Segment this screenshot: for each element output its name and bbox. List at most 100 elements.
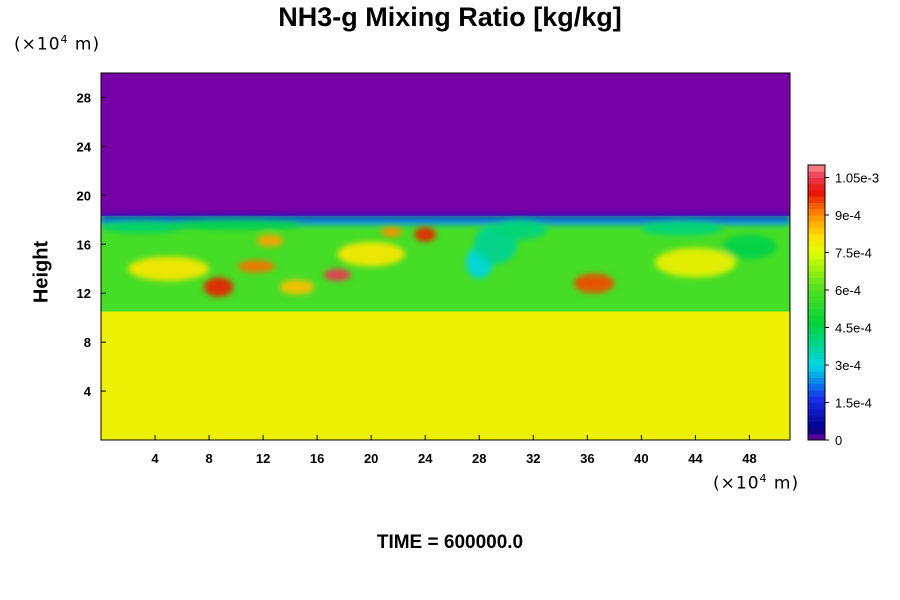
colorbar-segment-33 xyxy=(808,227,825,235)
y-tick-label-28: 28 xyxy=(77,90,91,105)
field-feature-2 xyxy=(237,260,276,273)
colorbar-tick-label-3: 4.5e-4 xyxy=(835,321,872,336)
colorbar-tick-label-4: 6e-4 xyxy=(835,283,861,298)
y-tick-label-4: 4 xyxy=(84,384,92,399)
y-tick-label-20: 20 xyxy=(77,188,91,203)
y-tick-label-12: 12 xyxy=(77,286,91,301)
y-unit-prefix: (×10 xyxy=(14,34,61,55)
colorbar-segment-40 xyxy=(808,183,825,191)
field-layer xyxy=(101,73,790,440)
colorbar-segment-12 xyxy=(808,358,825,366)
field-feature-6 xyxy=(256,234,284,247)
field-feature-13 xyxy=(492,219,547,240)
colorbar-segment-1 xyxy=(808,427,825,435)
colorbar-segment-26 xyxy=(808,271,825,278)
colorbar-segment-22 xyxy=(808,296,825,303)
colorbar-segment-35 xyxy=(808,215,825,222)
y-unit-exponent: 4 xyxy=(60,33,69,46)
edge-band-light xyxy=(101,220,790,226)
field-feature-7 xyxy=(279,279,315,295)
colorbar-segment-19 xyxy=(808,315,825,322)
colorbar-segment-16 xyxy=(808,333,825,341)
region-upper-layer xyxy=(101,73,790,217)
x-tick-label-48: 48 xyxy=(742,451,756,466)
colorbar-segment-18 xyxy=(808,321,825,328)
x-unit-exponent: 4 xyxy=(759,472,768,485)
colorbar-segment-6 xyxy=(808,396,825,403)
field-feature-4 xyxy=(573,273,615,294)
colorbar-segment-11 xyxy=(808,365,825,372)
colorbar-segment-3 xyxy=(808,415,825,422)
field-feature-5 xyxy=(380,227,403,237)
y-tick-label-24: 24 xyxy=(77,139,92,154)
colorbar-segment-24 xyxy=(808,283,825,291)
field-feature-8 xyxy=(337,241,405,267)
colorbar-segment-43 xyxy=(808,165,825,172)
y-axis-unit-label: (×104 m) xyxy=(14,33,100,55)
colorbar-segment-27 xyxy=(808,265,825,272)
x-tick-label-4: 4 xyxy=(151,451,159,466)
colorbar-tick-label-7: 1.05e-3 xyxy=(835,171,879,186)
x-axis-unit-label: (×104 m) xyxy=(713,472,799,494)
y-tick-label-16: 16 xyxy=(77,237,91,252)
colorbar-segment-8 xyxy=(808,383,825,391)
colorbar-tick-label-1: 1.5e-4 xyxy=(835,396,872,411)
colorbar-segment-0 xyxy=(808,433,825,441)
x-tick-label-8: 8 xyxy=(205,451,212,466)
colorbar-segment-32 xyxy=(808,233,825,241)
colorbar-tick-label-5: 7.5e-4 xyxy=(835,246,872,261)
x-unit-prefix: (×10 xyxy=(713,473,760,494)
x-tick-label-36: 36 xyxy=(580,451,594,466)
x-tick-label-20: 20 xyxy=(364,451,378,466)
colorbar-tick-label-2: 3e-4 xyxy=(835,358,861,373)
colorbar-segment-20 xyxy=(808,308,825,316)
field-feature-17 xyxy=(722,234,777,259)
field-feature-3 xyxy=(414,227,437,242)
field-feature-14 xyxy=(641,221,723,236)
colorbar-segment-7 xyxy=(808,390,825,397)
colorbar-segment-28 xyxy=(808,258,825,266)
field-feature-1 xyxy=(203,277,234,297)
colorbar-segment-13 xyxy=(808,352,825,360)
x-tick-label-16: 16 xyxy=(310,451,324,466)
colorbar-segment-42 xyxy=(808,171,825,178)
x-tick-label-40: 40 xyxy=(634,451,648,466)
x-tick-label-12: 12 xyxy=(256,451,270,466)
colorbar-segment-30 xyxy=(808,246,825,253)
x-tick-label-28: 28 xyxy=(472,451,486,466)
colorbar-segment-36 xyxy=(808,208,825,216)
colorbar-segment-34 xyxy=(808,221,825,228)
colorbar-segment-38 xyxy=(808,196,825,203)
colorbar-segment-15 xyxy=(808,340,825,347)
x-tick-label-44: 44 xyxy=(688,451,703,466)
colorbar-tick-label-6: 9e-4 xyxy=(835,208,861,223)
x-tick-label-24: 24 xyxy=(418,451,433,466)
field-feature-0 xyxy=(323,268,351,281)
field-feature-15 xyxy=(101,221,183,234)
field-feature-9 xyxy=(128,256,210,281)
colorbar-segment-39 xyxy=(808,190,825,197)
field-feature-10 xyxy=(654,247,736,278)
colorbar-segment-14 xyxy=(808,346,825,353)
plot-frame xyxy=(100,72,791,441)
time-label: TIME = 600000.0 xyxy=(376,532,524,553)
inversion-edge xyxy=(101,215,790,226)
colorbar-segment-41 xyxy=(808,177,825,185)
x-tick-label-32: 32 xyxy=(526,451,540,466)
colorbar-segment-25 xyxy=(808,277,825,285)
colorbar-segment-21 xyxy=(808,302,825,310)
chart-title: NH3-g Mixing Ratio [kg/kg] xyxy=(278,2,622,32)
colorbar: 0 1.5e-4 3e-4 4.5e-4 6e-4 7.5e-4 9e-4 1.05e-3 xyxy=(807,164,879,448)
y-tick-label-8: 8 xyxy=(84,335,91,350)
colorbar-frame xyxy=(807,164,826,441)
edge-band-dark xyxy=(101,215,790,221)
colorbar-segment-4 xyxy=(808,408,825,416)
region-lower-layer xyxy=(101,311,790,440)
colorbar-segment-9 xyxy=(808,377,825,385)
colorbar-segment-10 xyxy=(808,371,825,378)
colorbar-segment-29 xyxy=(808,252,825,260)
y-unit-suffix: m) xyxy=(68,34,101,55)
colorbar-segment-5 xyxy=(808,402,825,410)
